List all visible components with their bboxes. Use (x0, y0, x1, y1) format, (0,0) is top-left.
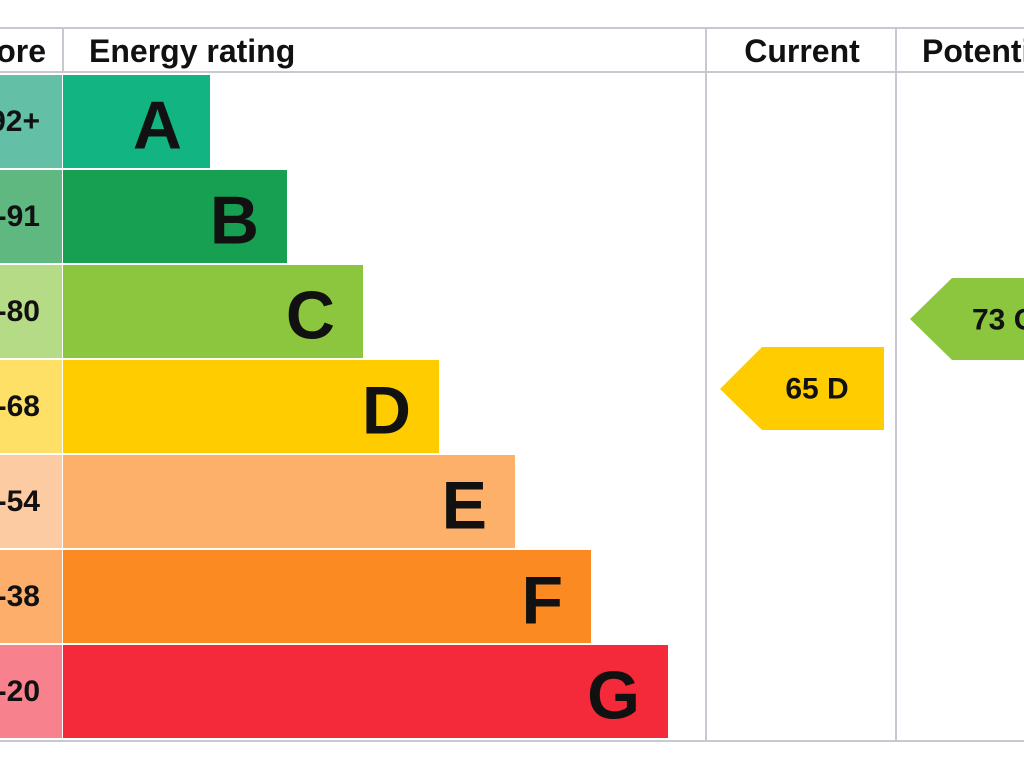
rating-letter: B (210, 183, 259, 259)
score-range: 81-91 (0, 200, 40, 233)
score-range: 1-20 (0, 675, 40, 708)
score-cell (0, 170, 62, 263)
rating-bar (63, 550, 591, 643)
rating-letter: C (286, 278, 335, 354)
rating-rows: 92+ A 81-91 B 69-80 C 55-68 D 39-54 E 21-38 F 1-20 G (0, 75, 668, 738)
score-range: 39-54 (0, 485, 40, 518)
rating-bar (63, 75, 210, 168)
score-cell (0, 360, 62, 453)
rating-letter: F (521, 563, 563, 639)
rating-header: Energy rating (89, 33, 295, 69)
rating-bar (63, 455, 515, 548)
current-header: Current (744, 33, 860, 69)
rating-letter: A (133, 88, 182, 164)
rating-bar (63, 265, 363, 358)
score-range: 55-68 (0, 390, 40, 423)
score-cell (0, 455, 62, 548)
score-cell (0, 265, 62, 358)
potential-label: 73 C (972, 304, 1024, 337)
score-cell (0, 550, 62, 643)
rating-bar (63, 170, 287, 263)
current-label: 65 D (785, 373, 848, 406)
score-cell (0, 75, 62, 168)
current-arrow (720, 347, 884, 430)
potential-arrow (910, 278, 1024, 360)
rating-bar (63, 645, 668, 738)
rating-letter: G (587, 658, 640, 734)
score-range: 69-80 (0, 295, 40, 328)
potential-header: Potential (922, 33, 1024, 69)
rating-letter: D (362, 373, 411, 449)
score-header: Score (0, 33, 46, 69)
rating-bar (63, 360, 439, 453)
score-cell (0, 645, 62, 738)
rating-letter: E (442, 468, 487, 544)
score-range: 92+ (0, 105, 40, 138)
score-range: 21-38 (0, 580, 40, 613)
